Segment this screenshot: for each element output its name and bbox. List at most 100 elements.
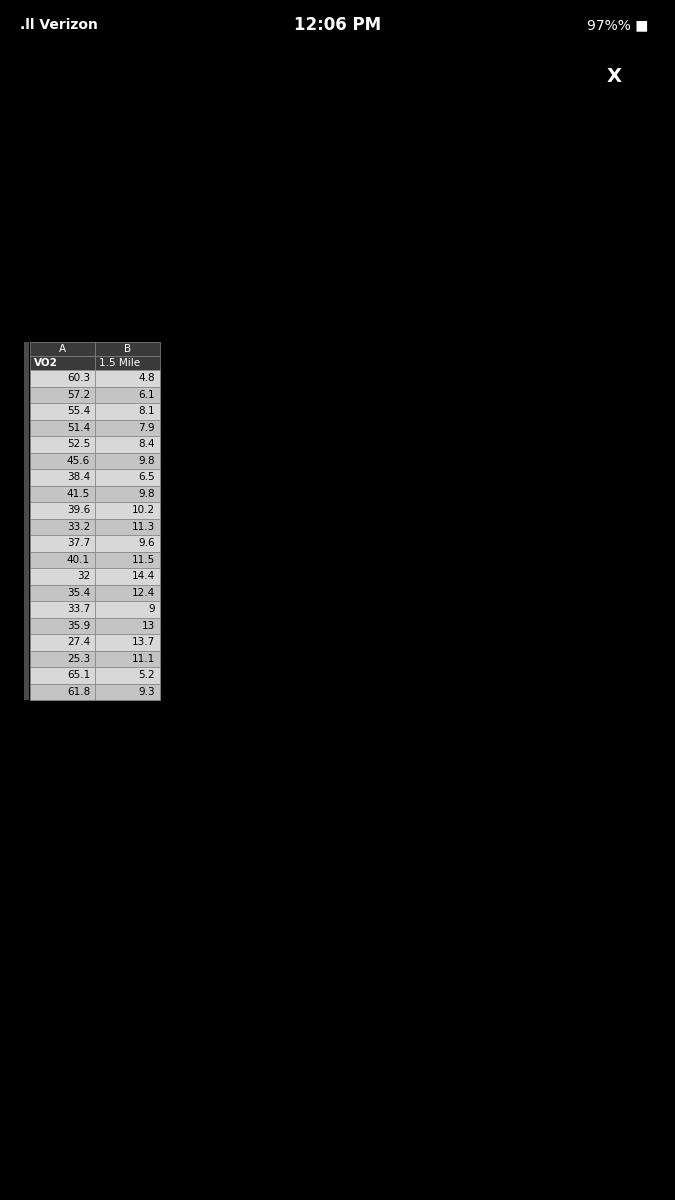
Text: 65.1: 65.1	[67, 671, 90, 680]
Bar	[95, 356, 160, 370]
Bar	[30, 370, 95, 386]
Text: 11.1: 11.1	[132, 654, 155, 664]
Bar	[95, 420, 160, 436]
Text: 6.5: 6.5	[138, 473, 155, 482]
Text: 39.6: 39.6	[67, 505, 90, 515]
Bar	[30, 618, 95, 634]
Bar	[95, 584, 160, 601]
Text: 14.4: 14.4	[132, 571, 155, 581]
Bar	[30, 502, 95, 518]
Bar	[95, 469, 160, 486]
Bar	[95, 568, 160, 584]
Text: VO2: VO2	[34, 358, 58, 368]
Text: 9.3: 9.3	[138, 686, 155, 697]
Bar	[30, 634, 95, 650]
Bar	[30, 584, 95, 601]
Text: 52.5: 52.5	[67, 439, 90, 449]
Bar	[30, 667, 95, 684]
Text: Ratio: Ratio	[73, 808, 107, 821]
Bar	[30, 342, 95, 356]
Bar	[95, 650, 160, 667]
Text: 35.4: 35.4	[67, 588, 90, 598]
Bar	[95, 342, 160, 356]
Bar	[30, 420, 95, 436]
Bar	[30, 356, 95, 370]
Bar	[95, 436, 160, 452]
Bar	[30, 535, 95, 552]
Bar	[95, 535, 160, 552]
Text: 12:06 PM: 12:06 PM	[294, 16, 381, 34]
Text: 27.4: 27.4	[67, 637, 90, 647]
Bar	[30, 518, 95, 535]
Text: X: X	[607, 67, 622, 86]
Bar	[95, 452, 160, 469]
Text: .ll Verizon: .ll Verizon	[20, 18, 98, 32]
Bar	[30, 684, 95, 700]
Text: 55.4: 55.4	[67, 407, 90, 416]
Bar	[95, 403, 160, 420]
Text: b.: b.	[43, 948, 55, 961]
Text: 8.4: 8.4	[138, 439, 155, 449]
Text: 13: 13	[142, 620, 155, 631]
Text: HINT:  What are the units of measurement for this variable?: HINT: What are the units of measurement …	[25, 754, 475, 767]
Bar	[30, 436, 95, 452]
Text: 9.8: 9.8	[138, 488, 155, 499]
Text: 60.3: 60.3	[67, 373, 90, 383]
Text: Interval: Interval	[73, 852, 124, 865]
Text: d.: d.	[43, 852, 55, 865]
Text: c.: c.	[43, 830, 55, 842]
Text: 8.1: 8.1	[138, 407, 155, 416]
Bar	[30, 403, 95, 420]
Text: 9.6: 9.6	[138, 539, 155, 548]
Bar	[95, 667, 160, 684]
Text: 32: 32	[77, 571, 90, 581]
Bar	[95, 684, 160, 700]
Text: 37.7: 37.7	[67, 539, 90, 548]
Text: 61.8: 61.8	[67, 686, 90, 697]
Text: 45.6: 45.6	[67, 456, 90, 466]
Text: 57.2: 57.2	[67, 390, 90, 400]
Bar	[30, 601, 95, 618]
Text: 7.9: 7.9	[138, 422, 155, 433]
Bar	[30, 469, 95, 486]
Text: 11.5: 11.5	[132, 554, 155, 565]
Text: Ratio: Ratio	[73, 948, 107, 961]
Bar	[95, 634, 160, 650]
Text: 25.3: 25.3	[67, 654, 90, 664]
Text: Nominal: Nominal	[73, 786, 128, 799]
Bar	[95, 386, 160, 403]
Bar	[30, 452, 95, 469]
Text: Interval: Interval	[73, 992, 124, 1006]
Text: Ordinal: Ordinal	[73, 830, 122, 842]
Text: 33.7: 33.7	[67, 605, 90, 614]
Text: 6.1: 6.1	[138, 390, 155, 400]
Text: 12.4: 12.4	[132, 588, 155, 598]
Bar	[95, 601, 160, 618]
Text: 35.9: 35.9	[67, 620, 90, 631]
Text: a.: a.	[43, 786, 55, 799]
Bar	[95, 518, 160, 535]
Bar	[30, 650, 95, 667]
Bar	[30, 568, 95, 584]
Bar	[24, 342, 29, 700]
Text: 41.5: 41.5	[67, 488, 90, 499]
Text: B: B	[124, 344, 131, 354]
Bar	[30, 386, 95, 403]
Text: Part A- What is the highest scale of measurement of VO2 (oxygen consumption)?: Part A- What is the highest scale of mea…	[25, 722, 633, 734]
Text: a.: a.	[43, 926, 55, 938]
Bar	[95, 486, 160, 502]
Text: Part B- What is the highest scale of measurement of 1.5 mile time?: Part B- What is the highest scale of mea…	[25, 894, 529, 907]
Text: b.: b.	[43, 808, 55, 821]
Text: 38.4: 38.4	[67, 473, 90, 482]
Text: 13.7: 13.7	[132, 637, 155, 647]
Text: Nominal: Nominal	[73, 926, 128, 938]
Text: 33.2: 33.2	[67, 522, 90, 532]
Text: 1.5 Mile: 1.5 Mile	[99, 358, 140, 368]
Text: 51.4: 51.4	[67, 422, 90, 433]
Text: 9: 9	[148, 605, 155, 614]
Text: 4.8: 4.8	[138, 373, 155, 383]
Bar	[95, 502, 160, 518]
Text: d.: d.	[43, 992, 55, 1006]
Bar	[95, 552, 160, 568]
Text: 11.3: 11.3	[132, 522, 155, 532]
